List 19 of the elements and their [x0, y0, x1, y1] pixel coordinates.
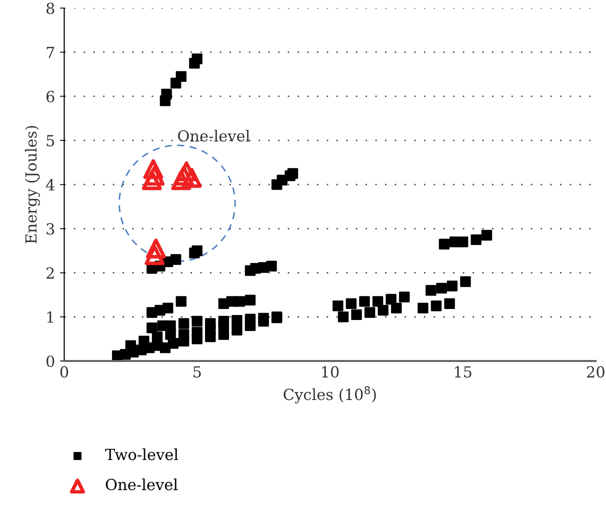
y-tick-label: 2 — [46, 267, 54, 279]
x-axis-title: Cycles (10$^{8}$) — [284, 386, 376, 404]
x-tick-label: 5 — [194, 366, 201, 378]
y-tick-label: 5 — [46, 135, 54, 146]
y-tick-label: 0 — [46, 355, 54, 368]
x-tick-label: 15 — [454, 366, 472, 378]
y-tick-label: 8 — [46, 2, 54, 14]
y-tick-label: 7 — [46, 46, 54, 58]
y-tick-label: 3 — [46, 223, 54, 235]
y-tick-label: 4 — [46, 179, 54, 190]
x-tick-label: 10 — [322, 366, 339, 378]
x-tick-label: 20 — [587, 366, 604, 378]
legend-label: Two-level — [105, 448, 178, 460]
legend-label: One-level — [106, 478, 178, 490]
x-tick-label: 0 — [60, 366, 68, 378]
annotation: One-level — [178, 130, 250, 142]
y-axis-title: Energy (Joules) — [24, 126, 40, 244]
y-tick-label: 6 — [46, 90, 54, 102]
y-tick-label: 1 — [47, 311, 54, 323]
